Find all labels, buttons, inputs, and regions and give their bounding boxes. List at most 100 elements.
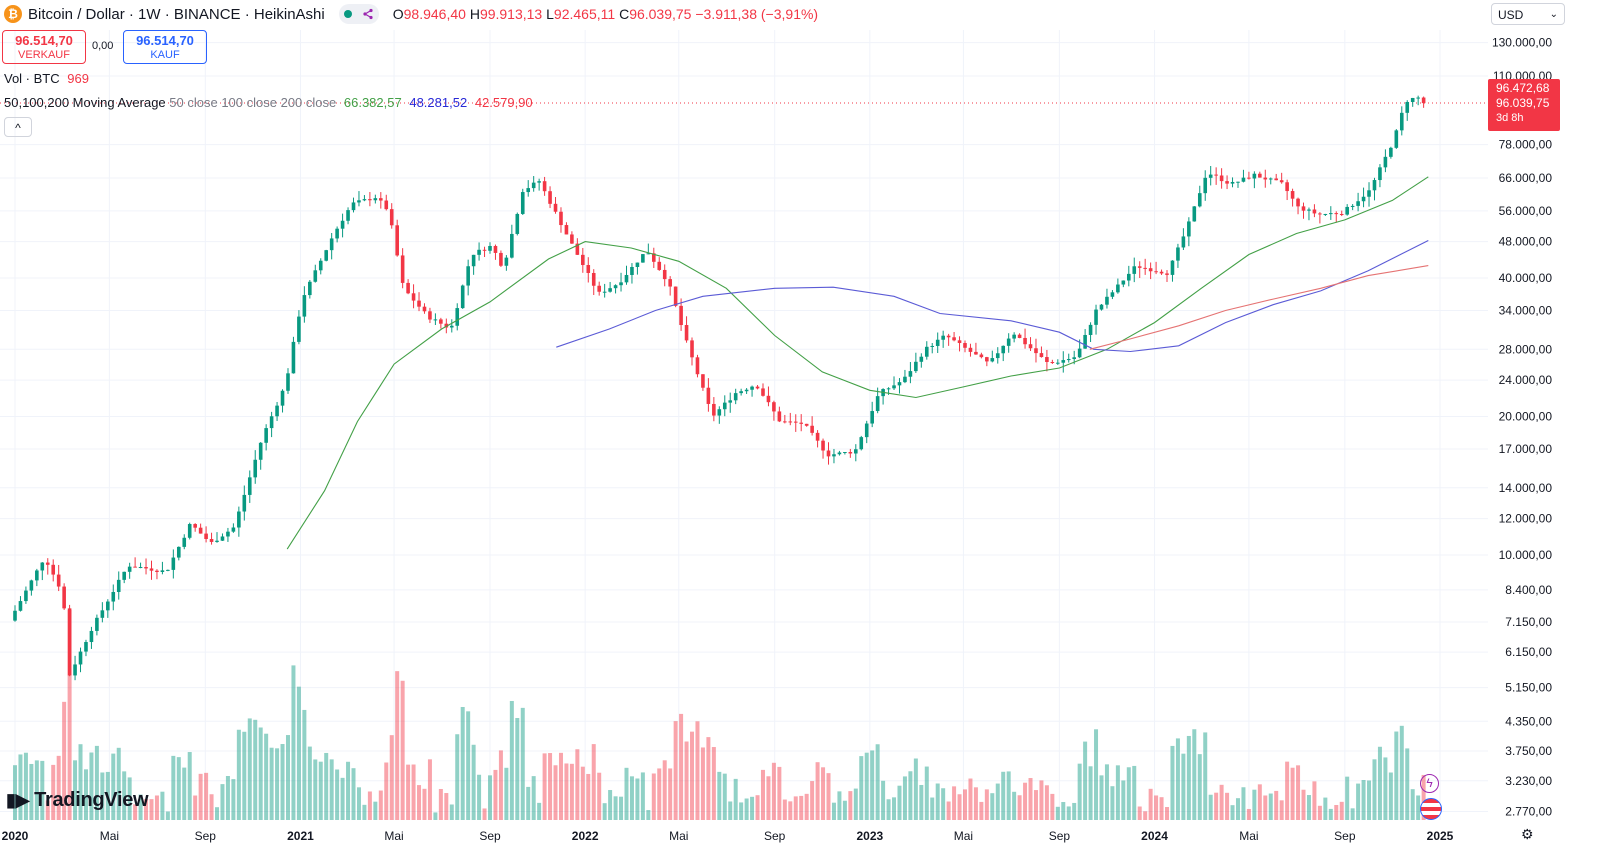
chart-header: ₿ Bitcoin / Dollar · 1W · BINANCE · Heik…: [0, 0, 1500, 28]
volume-bar: [83, 769, 88, 820]
volume-bar: [45, 800, 50, 820]
status-pill[interactable]: [338, 4, 379, 24]
candle: [1334, 211, 1339, 223]
candle: [952, 332, 956, 342]
ma100-value: 48.281,52: [409, 95, 468, 110]
symbol-title[interactable]: Bitcoin / Dollar · 1W · BINANCE · Heikin…: [28, 5, 325, 23]
candle: [433, 313, 438, 326]
chevron-up-icon[interactable]: ^: [4, 117, 32, 137]
volume-bar: [209, 794, 214, 820]
volume-bar: [89, 752, 94, 820]
candle: [843, 451, 847, 455]
volume-bar: [1066, 806, 1071, 820]
volume-bar: [739, 802, 744, 820]
volume-bar: [1143, 811, 1148, 820]
volume-bar: [1285, 761, 1290, 820]
x-tick-label: Mai: [384, 829, 403, 843]
volume-bar: [417, 785, 422, 820]
volume-bar: [373, 801, 378, 820]
volume-bar: [1416, 795, 1421, 820]
candle: [821, 438, 825, 459]
candle: [1116, 278, 1120, 294]
volume-bar: [613, 796, 618, 820]
volume-bar: [963, 789, 967, 820]
candle: [810, 416, 814, 436]
x-tick-label: Sep: [1334, 829, 1356, 843]
volume-bar: [1148, 788, 1153, 820]
volume-bar: [351, 768, 356, 820]
candle: [673, 286, 678, 308]
volume-legend[interactable]: Vol · BTC 969: [4, 71, 89, 86]
candle: [1137, 261, 1142, 279]
volume-bar: [1197, 754, 1202, 820]
low-value: 92.465,11: [553, 6, 616, 22]
time-axis[interactable]: 2020 Mai Sep 2021 Mai Sep 2022 Mai Sep 2023 Mai Sep…: [2, 829, 1454, 843]
candle: [51, 559, 56, 582]
volume-bar: [793, 796, 798, 820]
volume-bar: [1274, 790, 1279, 820]
ma-legend[interactable]: 50,100,200 Moving Average 50 close 100 c…: [4, 95, 533, 110]
volume-bar: [466, 711, 471, 820]
gear-icon[interactable]: ⚙: [1521, 826, 1534, 842]
volume-bar: [722, 773, 727, 820]
lightning-icon[interactable]: ϟ: [1420, 774, 1439, 793]
currency-select[interactable]: USD ⌄: [1491, 3, 1565, 25]
candle: [695, 354, 700, 378]
volume-bar: [1186, 735, 1191, 820]
svg-text:96.039,75: 96.039,75: [1496, 96, 1550, 110]
candle: [755, 385, 760, 390]
volume-bar: [444, 793, 449, 820]
volume-bar: [340, 777, 345, 820]
volume-bar: [127, 777, 132, 820]
candle: [903, 369, 907, 384]
candle: [1367, 182, 1371, 207]
candle: [1034, 338, 1038, 363]
volume-bar: [679, 713, 684, 820]
volume-bar: [597, 772, 602, 820]
candle: [258, 442, 263, 470]
volume-bar: [1012, 791, 1017, 820]
candle: [247, 470, 252, 503]
candle: [788, 412, 793, 426]
candle: [613, 284, 618, 294]
volume-bar: [122, 771, 127, 820]
volume-bar: [990, 793, 995, 820]
volume-bar: [826, 773, 831, 820]
ma-label: 50,100,200 Moving Average: [4, 95, 166, 110]
volume-bar: [624, 767, 629, 820]
volume-bar: [280, 744, 285, 820]
volume-bar: [924, 766, 929, 820]
candle: [1039, 346, 1044, 358]
candle: [56, 564, 61, 592]
candle: [482, 246, 487, 258]
volume-bar: [231, 779, 236, 820]
candle: [766, 386, 771, 407]
volume-bar: [520, 707, 525, 820]
volume-bar: [335, 769, 340, 820]
volume-bar: [755, 795, 760, 820]
candle: [318, 258, 323, 275]
candle: [29, 579, 34, 596]
candle: [144, 558, 148, 575]
sell-button[interactable]: 96.514,70 VERKAUF: [2, 30, 86, 64]
volume-bar: [1350, 808, 1355, 820]
us-flag-icon[interactable]: [1420, 798, 1442, 820]
buy-button[interactable]: 96.514,70 KAUF: [123, 30, 207, 64]
volume-bar: [198, 773, 203, 820]
candle: [264, 424, 268, 451]
candle: [449, 319, 454, 333]
ohlc-values: O98.946,40 H99.913,13 L92.465,11 C96.039…: [393, 6, 818, 22]
price-axis[interactable]: 130.000,00110.000,0078.000,0066.000,0056…: [1492, 36, 1552, 819]
volume-bar: [1317, 805, 1322, 820]
candle: [1274, 173, 1279, 181]
volume-bar: [892, 797, 897, 820]
volume-bar: [258, 727, 263, 820]
candle: [963, 340, 967, 353]
volume-bar: [640, 772, 645, 820]
candle: [815, 430, 820, 448]
low-label: L: [546, 6, 554, 22]
candle: [1296, 197, 1300, 215]
volume-bar: [367, 791, 372, 820]
y-tick-label: 130.000,00: [1492, 36, 1552, 50]
